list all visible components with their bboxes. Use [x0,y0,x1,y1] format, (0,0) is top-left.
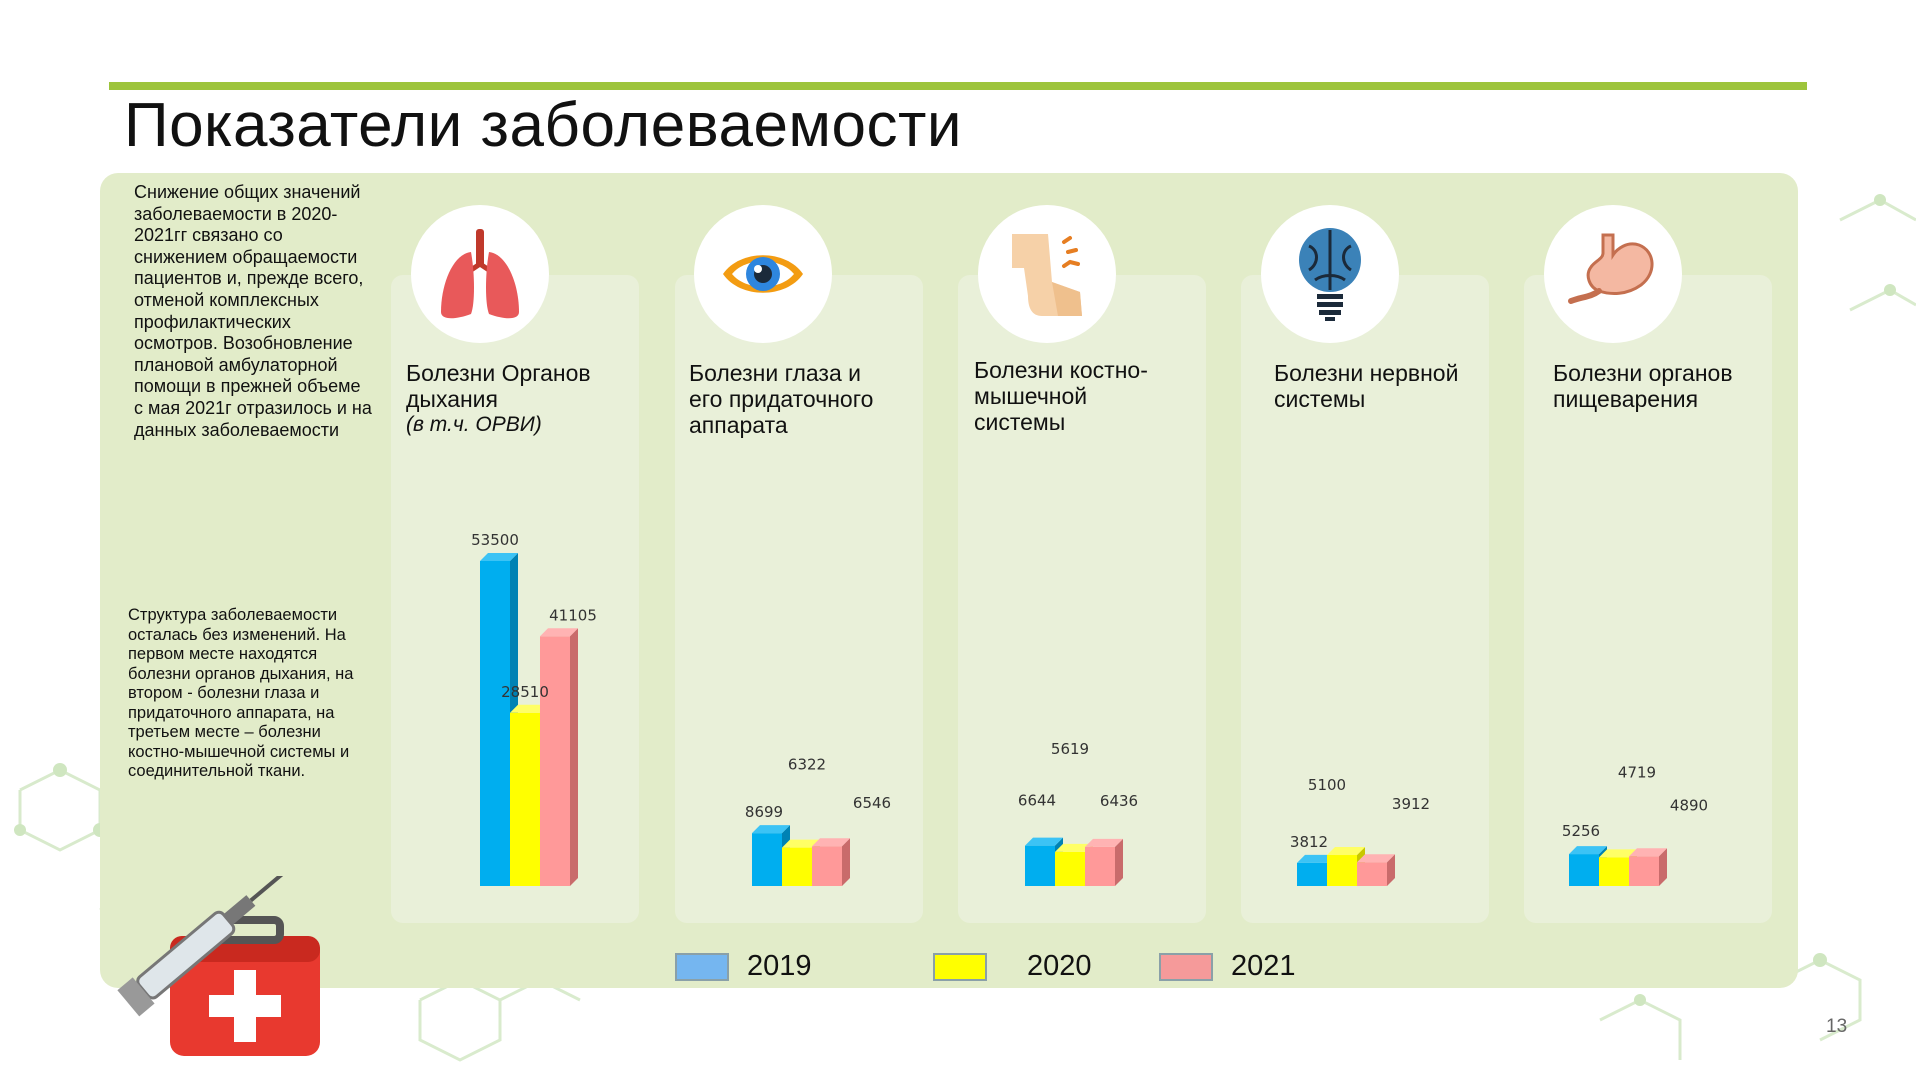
legend-label-2019: 2019 [747,950,812,982]
side-note-structure: Структура заболеваемости осталась без из… [128,606,354,780]
data-label-2021-1: 6546 [853,794,891,812]
bar-top [540,628,578,637]
bar-face [480,561,510,886]
bar-top [1357,854,1395,863]
bar-top [812,838,850,847]
category-label-musculoskeletal: Болезни костно-мышечной системы [974,357,1148,435]
bar-top [782,839,820,848]
legend-swatch-2021 [1159,952,1213,981]
category-label-nervous: Болезни нервной системы [1274,360,1459,412]
icon-circle-eye [694,205,832,343]
category-card-digestive [1524,275,1772,923]
legend-label-2021: 2021 [1231,950,1296,982]
bar-2021-1 [812,838,850,886]
bar-face [540,636,570,886]
bar-face [510,712,540,886]
legend-label-2020: 2020 [1027,950,1092,982]
bar-top [510,704,548,713]
lungs-icon [441,229,519,319]
bar-top [1085,838,1123,847]
category-label-eye: Болезни глаза и его придаточного аппарат… [689,360,874,438]
brain-bulb-icon [1299,228,1361,321]
category-card-nervous [1241,275,1489,923]
icon-circle-digestive [1544,205,1682,343]
data-label-2020-2: 5619 [1051,740,1089,758]
bar-top [752,825,790,834]
bar-face [1025,845,1055,886]
data-label-2020-1: 6322 [788,756,826,774]
bar-top [1569,846,1607,855]
bar-face [752,833,782,886]
bar-face [782,847,812,886]
bar-top [480,553,518,561]
bar-face [1357,862,1387,886]
legend-item-2021: 2021 [1159,950,1296,983]
joint-pain-icon [1012,234,1082,316]
data-label-2019-0: 53500 [471,531,519,549]
data-label-2021-4: 4890 [1670,796,1708,814]
legend-swatch-2020 [933,952,987,981]
bar-2021-4 [1629,848,1667,886]
bar-face [812,846,842,886]
stomach-icon [1568,233,1654,304]
data-label-2021-0: 41105 [549,606,597,624]
side-note-decline: Снижение общих значений заболеваемости в… [134,182,372,440]
bar-top [1025,837,1063,846]
first-aid-kit-icon [117,876,320,1056]
bar-face [1055,851,1085,886]
data-label-2019-3: 3812 [1290,833,1328,851]
data-label-2019-2: 6644 [1018,792,1056,810]
eye-icon [723,255,803,293]
category-card-musculoskeletal [958,275,1206,923]
title-rule [109,82,1807,90]
data-label-2019-4: 5256 [1562,822,1600,840]
category-label-respiratory: Болезни Органов дыхания (в т.ч. ОРВИ) [406,360,626,438]
bar-top [1297,854,1335,863]
bar-top [1327,847,1365,856]
bar-2021-0 [540,628,578,886]
bar-face [1569,854,1599,886]
bar-face [1297,862,1327,886]
bar-face [1085,846,1115,886]
legend-swatch-2019 [675,952,729,981]
data-label-2021-3: 3912 [1392,795,1430,813]
icon-circle-respiratory [411,205,549,343]
bar-face [1629,856,1659,886]
bar-side [570,628,578,886]
bar-side [1387,854,1395,886]
bar-2021-2 [1085,838,1123,886]
bar-top [1629,848,1667,857]
bar-top [1599,849,1637,858]
bar-side [842,838,850,886]
bar-top [1055,843,1093,852]
icon-circle-nervous [1261,205,1399,343]
legend-item-2020: 2020 [933,950,1092,983]
bar-face [1327,855,1357,886]
category-card-eye [675,275,923,923]
legend-item-2019: 2019 [675,950,812,983]
data-label-2019-1: 8699 [745,803,783,821]
page-title: Показатели заболеваемости [124,91,963,160]
data-label-2020-0: 28510 [501,683,549,701]
page-number: 13 [1826,1016,1848,1037]
bar-side [1659,848,1667,886]
bar-face [1599,857,1629,886]
category-label-digestive: Болезни органов пищеварения [1553,360,1733,412]
data-label-2020-3: 5100 [1308,776,1346,794]
data-label-2020-4: 4719 [1618,763,1656,781]
category-sublabel-respiratory: (в т.ч. ОРВИ) [406,413,542,436]
bar-side [1115,838,1123,886]
content-panel [100,173,1798,988]
bar-2021-3 [1357,854,1395,886]
icon-circle-musculoskeletal [978,205,1116,343]
data-label-2021-2: 6436 [1100,792,1138,810]
